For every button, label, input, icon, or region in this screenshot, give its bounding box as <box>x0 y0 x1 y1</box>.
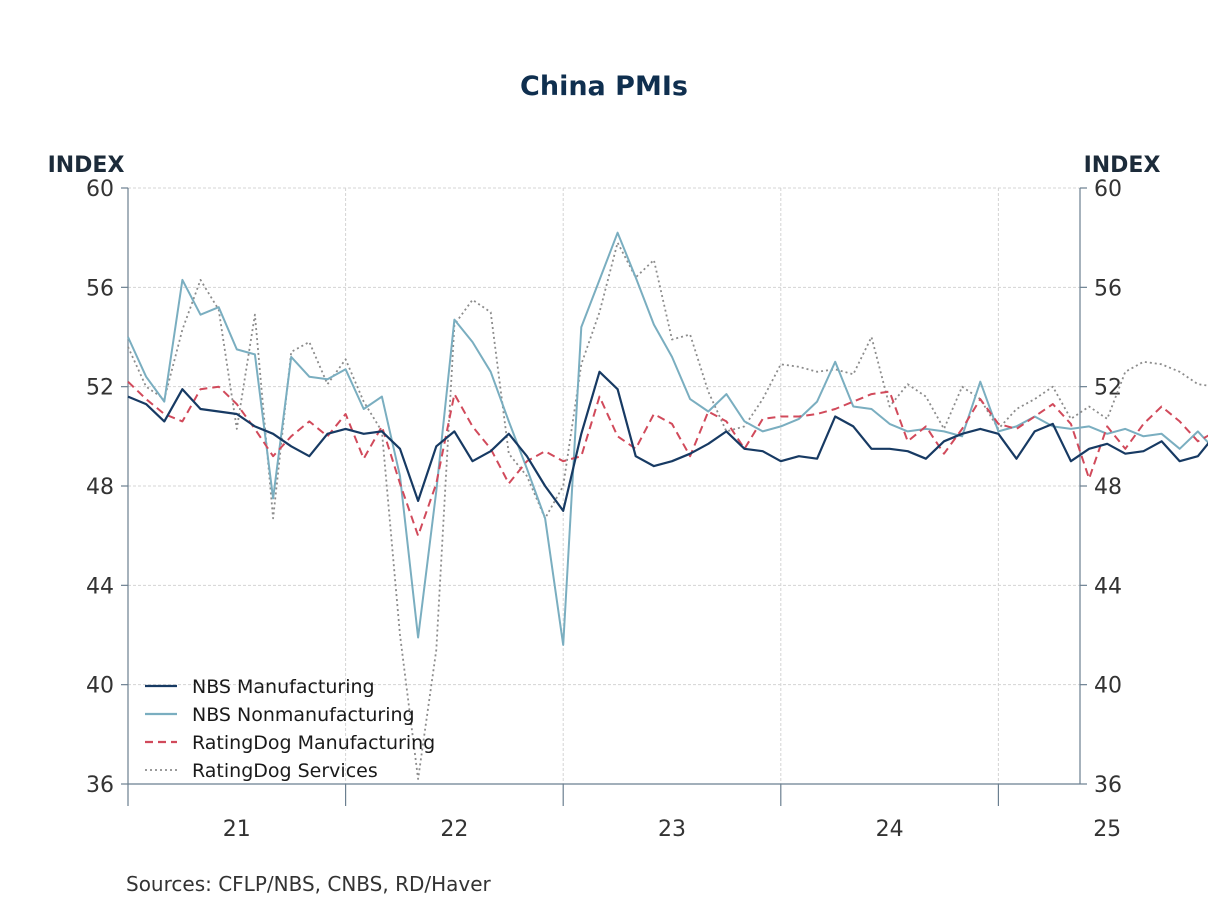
x-year-label: 22 <box>440 817 468 842</box>
chart-title: China PMIs <box>520 71 688 102</box>
left-y-tick-label: 44 <box>86 574 114 599</box>
series-line-ratingdog-manufacturing <box>127 380 1208 537</box>
left-y-tick-label: 36 <box>86 773 114 798</box>
right-y-tick-label: 48 <box>1094 475 1122 500</box>
series-lines <box>127 231 1208 780</box>
gridlines <box>128 187 1080 784</box>
left-y-tick-label: 40 <box>86 674 114 699</box>
x-year-label: 25 <box>1093 817 1121 842</box>
x-year-label: 21 <box>223 817 251 842</box>
legend: NBS Manufacturing NBS Nonmanufacturing Rat… <box>145 676 435 782</box>
right-y-tick-label: 56 <box>1094 276 1122 301</box>
right-axis-unit-label: INDEX <box>1084 153 1161 178</box>
right-y-tick-label: 40 <box>1094 674 1122 699</box>
legend-label: RatingDog Services <box>192 760 378 782</box>
axes: 36 36 40 40 44 44 48 48 52 52 56 56 60 60 21 22 23 24 25 <box>86 177 1122 842</box>
series-line-nbs-manufacturing <box>127 370 1208 512</box>
source-note: Sources: CFLP/NBS, CNBS, RD/Haver <box>126 872 492 896</box>
legend-label: NBS Nonmanufacturing <box>192 704 415 726</box>
left-y-tick-label: 52 <box>86 376 114 401</box>
left-y-tick-label: 56 <box>86 276 114 301</box>
right-y-tick-label: 52 <box>1094 376 1122 401</box>
x-year-label: 24 <box>876 817 904 842</box>
legend-label: NBS Manufacturing <box>192 676 375 698</box>
right-y-tick-label: 60 <box>1094 177 1122 202</box>
x-year-label: 23 <box>658 817 686 842</box>
left-y-tick-label: 60 <box>86 177 114 202</box>
legend-label: RatingDog Manufacturing <box>192 732 435 754</box>
right-y-tick-label: 36 <box>1094 773 1122 798</box>
series-line-nbs-nonmanufacturing <box>127 231 1208 646</box>
series-line-ratingdog-services <box>127 241 1208 780</box>
left-y-tick-label: 48 <box>86 475 114 500</box>
right-y-tick-label: 44 <box>1094 574 1122 599</box>
left-axis-unit-label: INDEX <box>48 153 125 178</box>
